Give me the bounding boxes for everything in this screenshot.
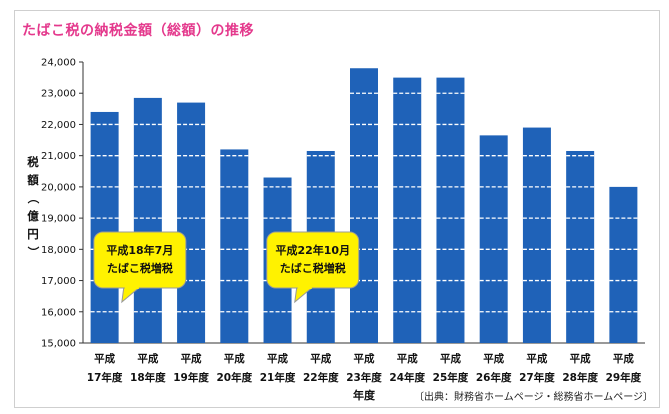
bar (90, 111, 119, 343)
bar (479, 135, 508, 343)
x-tick-label-era: 平成 (224, 352, 245, 365)
bar (393, 77, 422, 343)
bar (177, 102, 206, 343)
x-tick-label-year: 24年度 (389, 371, 425, 384)
x-axis-labels: 平成 17年度 平成 18年度 平成 19年度 平成 20年度 平成 21年度 平成 22年度 平成 23… (87, 352, 642, 384)
x-tick-label-era: 平成 (440, 352, 461, 365)
x-tick-label-era: 平成 (181, 352, 202, 365)
x-tick-label-era: 平成 (613, 352, 634, 365)
y-tick-label: 15,000 (41, 339, 76, 350)
x-tick-label-era: 平成 (137, 352, 158, 365)
bar (350, 68, 378, 343)
x-tick-label-year: 22年度 (303, 371, 339, 384)
y-axis-title-char: 額 (26, 173, 39, 187)
x-tick-label-era: 平成 (483, 352, 504, 365)
y-tick-label: 24,000 (41, 58, 76, 69)
callout-box (266, 231, 360, 289)
x-tick-label-era: 平成 (310, 352, 331, 365)
bar (133, 97, 162, 344)
y-tick-label: 21,000 (41, 151, 76, 162)
y-axis-title-char: 円 (27, 227, 39, 241)
x-axis-title: 年度 (353, 388, 376, 402)
x-tick-label-year: 23年度 (346, 371, 382, 384)
x-tick-label-era: 平成 (526, 352, 547, 365)
callout-seam (297, 286, 312, 289)
x-tick-label-year: 25年度 (433, 371, 469, 384)
y-tick-label: 22,000 (41, 120, 76, 131)
callout-text: 平成22年10月 (275, 243, 350, 257)
y-axis: 15,000 16,000 17,000 18,000 19,000 20,000 21,0… (41, 58, 645, 350)
x-tick-label-year: 17年度 (87, 371, 123, 384)
y-axis-title-char: ） (26, 246, 40, 258)
bar (220, 149, 249, 343)
chart-title: たばこ税の納税金額（総額）の推移 (22, 23, 254, 39)
x-tick-label-year: 29年度 (606, 371, 642, 384)
x-tick-label-era: 平成 (570, 352, 591, 365)
y-tick-label: 16,000 (41, 307, 76, 318)
y-axis-title-char: （ (26, 192, 40, 204)
x-tick-label-era: 平成 (94, 352, 115, 365)
source-note: 〔出典：財務省ホームページ・総務省ホームページ〕 (414, 392, 653, 403)
x-tick-label-year: 27年度 (519, 371, 555, 384)
y-axis-title: 税額 （ 億円 ） (26, 155, 40, 258)
bar (609, 186, 638, 343)
callout-text: たばこ税増税 (280, 261, 346, 275)
x-tick-label-year: 20年度 (216, 371, 252, 384)
y-tick-label: 20,000 (41, 182, 76, 193)
x-tick-label-year: 26年度 (476, 371, 512, 384)
bar (522, 127, 551, 343)
bar (566, 150, 595, 343)
y-tick-label: 17,000 (41, 276, 76, 287)
x-tick-label-year: 21年度 (260, 371, 296, 384)
bars (90, 68, 638, 344)
x-tick-label-year: 18年度 (130, 371, 166, 384)
x-tick-label-era: 平成 (397, 352, 418, 365)
x-tick-label-era: 平成 (354, 352, 375, 365)
x-tick-label-year: 19年度 (173, 371, 209, 384)
x-tick-label-year: 28年度 (562, 371, 598, 384)
callout-text: 平成18年7月 (106, 243, 173, 257)
y-axis-title-char: 税 (27, 155, 39, 169)
callout-text: たばこ税増税 (107, 261, 173, 275)
callout-box (93, 231, 187, 289)
y-tick-label: 19,000 (41, 214, 76, 225)
y-tick-label: 23,000 (41, 89, 76, 100)
y-tick-label: 18,000 (41, 245, 76, 256)
bar (436, 77, 465, 343)
callout-seam (124, 286, 139, 289)
y-axis-title-char: 億 (27, 209, 39, 223)
x-tick-label-era: 平成 (267, 352, 288, 365)
chart-frame (14, 10, 660, 408)
